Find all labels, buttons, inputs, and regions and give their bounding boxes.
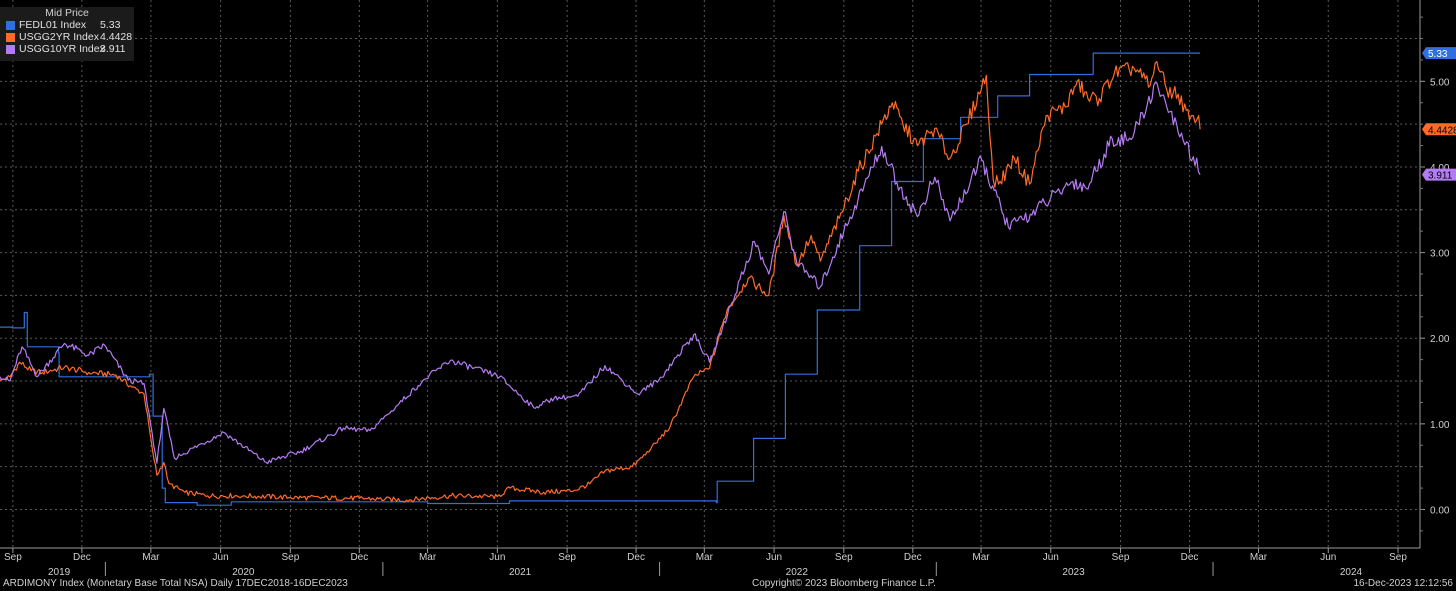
last-value-tag-bg [1422, 123, 1456, 136]
footer-copyright: Copyright© 2023 Bloomberg Finance L.P. [752, 578, 936, 589]
y-tick-label: 0.00 [1430, 505, 1450, 516]
x-tick-label: Dec [73, 552, 91, 563]
x-tick-label: Jun [766, 552, 782, 563]
x-tick-label: Mar [1250, 552, 1268, 563]
footer-description: ARDIMONY Index (Monetary Base Total NSA)… [3, 578, 348, 589]
series-line-usgg2yr [0, 61, 1201, 503]
legend-name-fedl01: FEDL01 Index [19, 19, 87, 31]
x-year-label: 2024 [1340, 567, 1363, 578]
chart-legend: Mid Price FEDL01 Index 5.33 USGG2YR Inde… [0, 7, 134, 61]
x-tick-label: Dec [627, 552, 645, 563]
legend-title: Mid Price [45, 7, 89, 19]
legend-item-usgg10yr: USGG10YR Index 3.911 [0, 43, 134, 55]
x-tick-label: Dec [904, 552, 922, 563]
legend-swatch-usgg10yr [6, 44, 15, 54]
x-year-label: 2019 [48, 567, 71, 578]
series-line-fedl01 [0, 52, 1201, 506]
x-tick-label: Jun [489, 552, 505, 563]
line-chart: 0.001.002.003.004.005.005.334.44283.911 … [0, 0, 1456, 578]
y-tick-label: 4.00 [1430, 163, 1450, 174]
y-tick-label: 2.00 [1430, 334, 1450, 345]
x-year-label: 2021 [509, 567, 532, 578]
x-tick-label: Sep [1112, 552, 1130, 563]
last-value-tag-label: 5.33 [1428, 49, 1448, 60]
legend-item-fedl01: FEDL01 Index 5.33 [0, 19, 134, 31]
legend-swatch-usgg2yr [6, 32, 15, 42]
y-tick-label: 1.00 [1430, 420, 1450, 431]
x-tick-label: Mar [972, 552, 990, 563]
legend-swatch-fedl01 [6, 20, 15, 30]
x-tick-label: Mar [419, 552, 437, 563]
x-tick-label: Sep [1389, 552, 1407, 563]
x-tick-label: Sep [558, 552, 576, 563]
footer-timestamp: 16-Dec-2023 12:12:56 [1353, 578, 1453, 589]
x-tick-label: Jun [1043, 552, 1059, 563]
y-tick-label: 3.00 [1430, 249, 1450, 260]
x-tick-label: Jun [1320, 552, 1336, 563]
legend-value-usgg2yr: 4.4428 [100, 31, 133, 43]
x-tick-label: Sep [4, 552, 22, 563]
chart-footer: ARDIMONY Index (Monetary Base Total NSA)… [0, 578, 1456, 591]
series-line-usgg10yr [0, 81, 1201, 465]
last-value-tag-bg [1422, 47, 1456, 60]
last-value-tag-usgg2yr: 4.4428 [1422, 123, 1456, 136]
x-tick-label: Sep [281, 552, 299, 563]
last-value-tag-label: 4.4428 [1428, 125, 1456, 136]
x-year-label: 2023 [1062, 567, 1085, 578]
x-tick-label: Mar [142, 552, 160, 563]
legend-name-usgg10yr: USGG10YR Index [19, 43, 105, 55]
last-value-tag-label: 3.911 [1428, 171, 1453, 182]
last-value-tag-bg [1422, 168, 1456, 181]
legend-name-usgg2yr: USGG2YR Index [19, 31, 99, 43]
y-tick-label: 5.00 [1430, 77, 1450, 88]
legend-item-usgg2yr: USGG2YR Index 4.4428 [0, 31, 134, 43]
x-tick-label: Dec [350, 552, 368, 563]
x-year-label: 2020 [232, 567, 255, 578]
last-value-tag-fedl01: 5.33 [1422, 47, 1456, 60]
x-tick-label: Mar [696, 552, 714, 563]
last-value-tag-usgg10yr: 3.911 [1422, 168, 1456, 182]
x-year-label: 2022 [786, 567, 809, 578]
legend-value-usgg10yr: 3.911 [100, 43, 126, 55]
x-tick-label: Jun [213, 552, 229, 563]
legend-value-fedl01: 5.33 [100, 19, 121, 31]
x-tick-label: Sep [835, 552, 853, 563]
x-tick-label: Dec [1181, 552, 1199, 563]
